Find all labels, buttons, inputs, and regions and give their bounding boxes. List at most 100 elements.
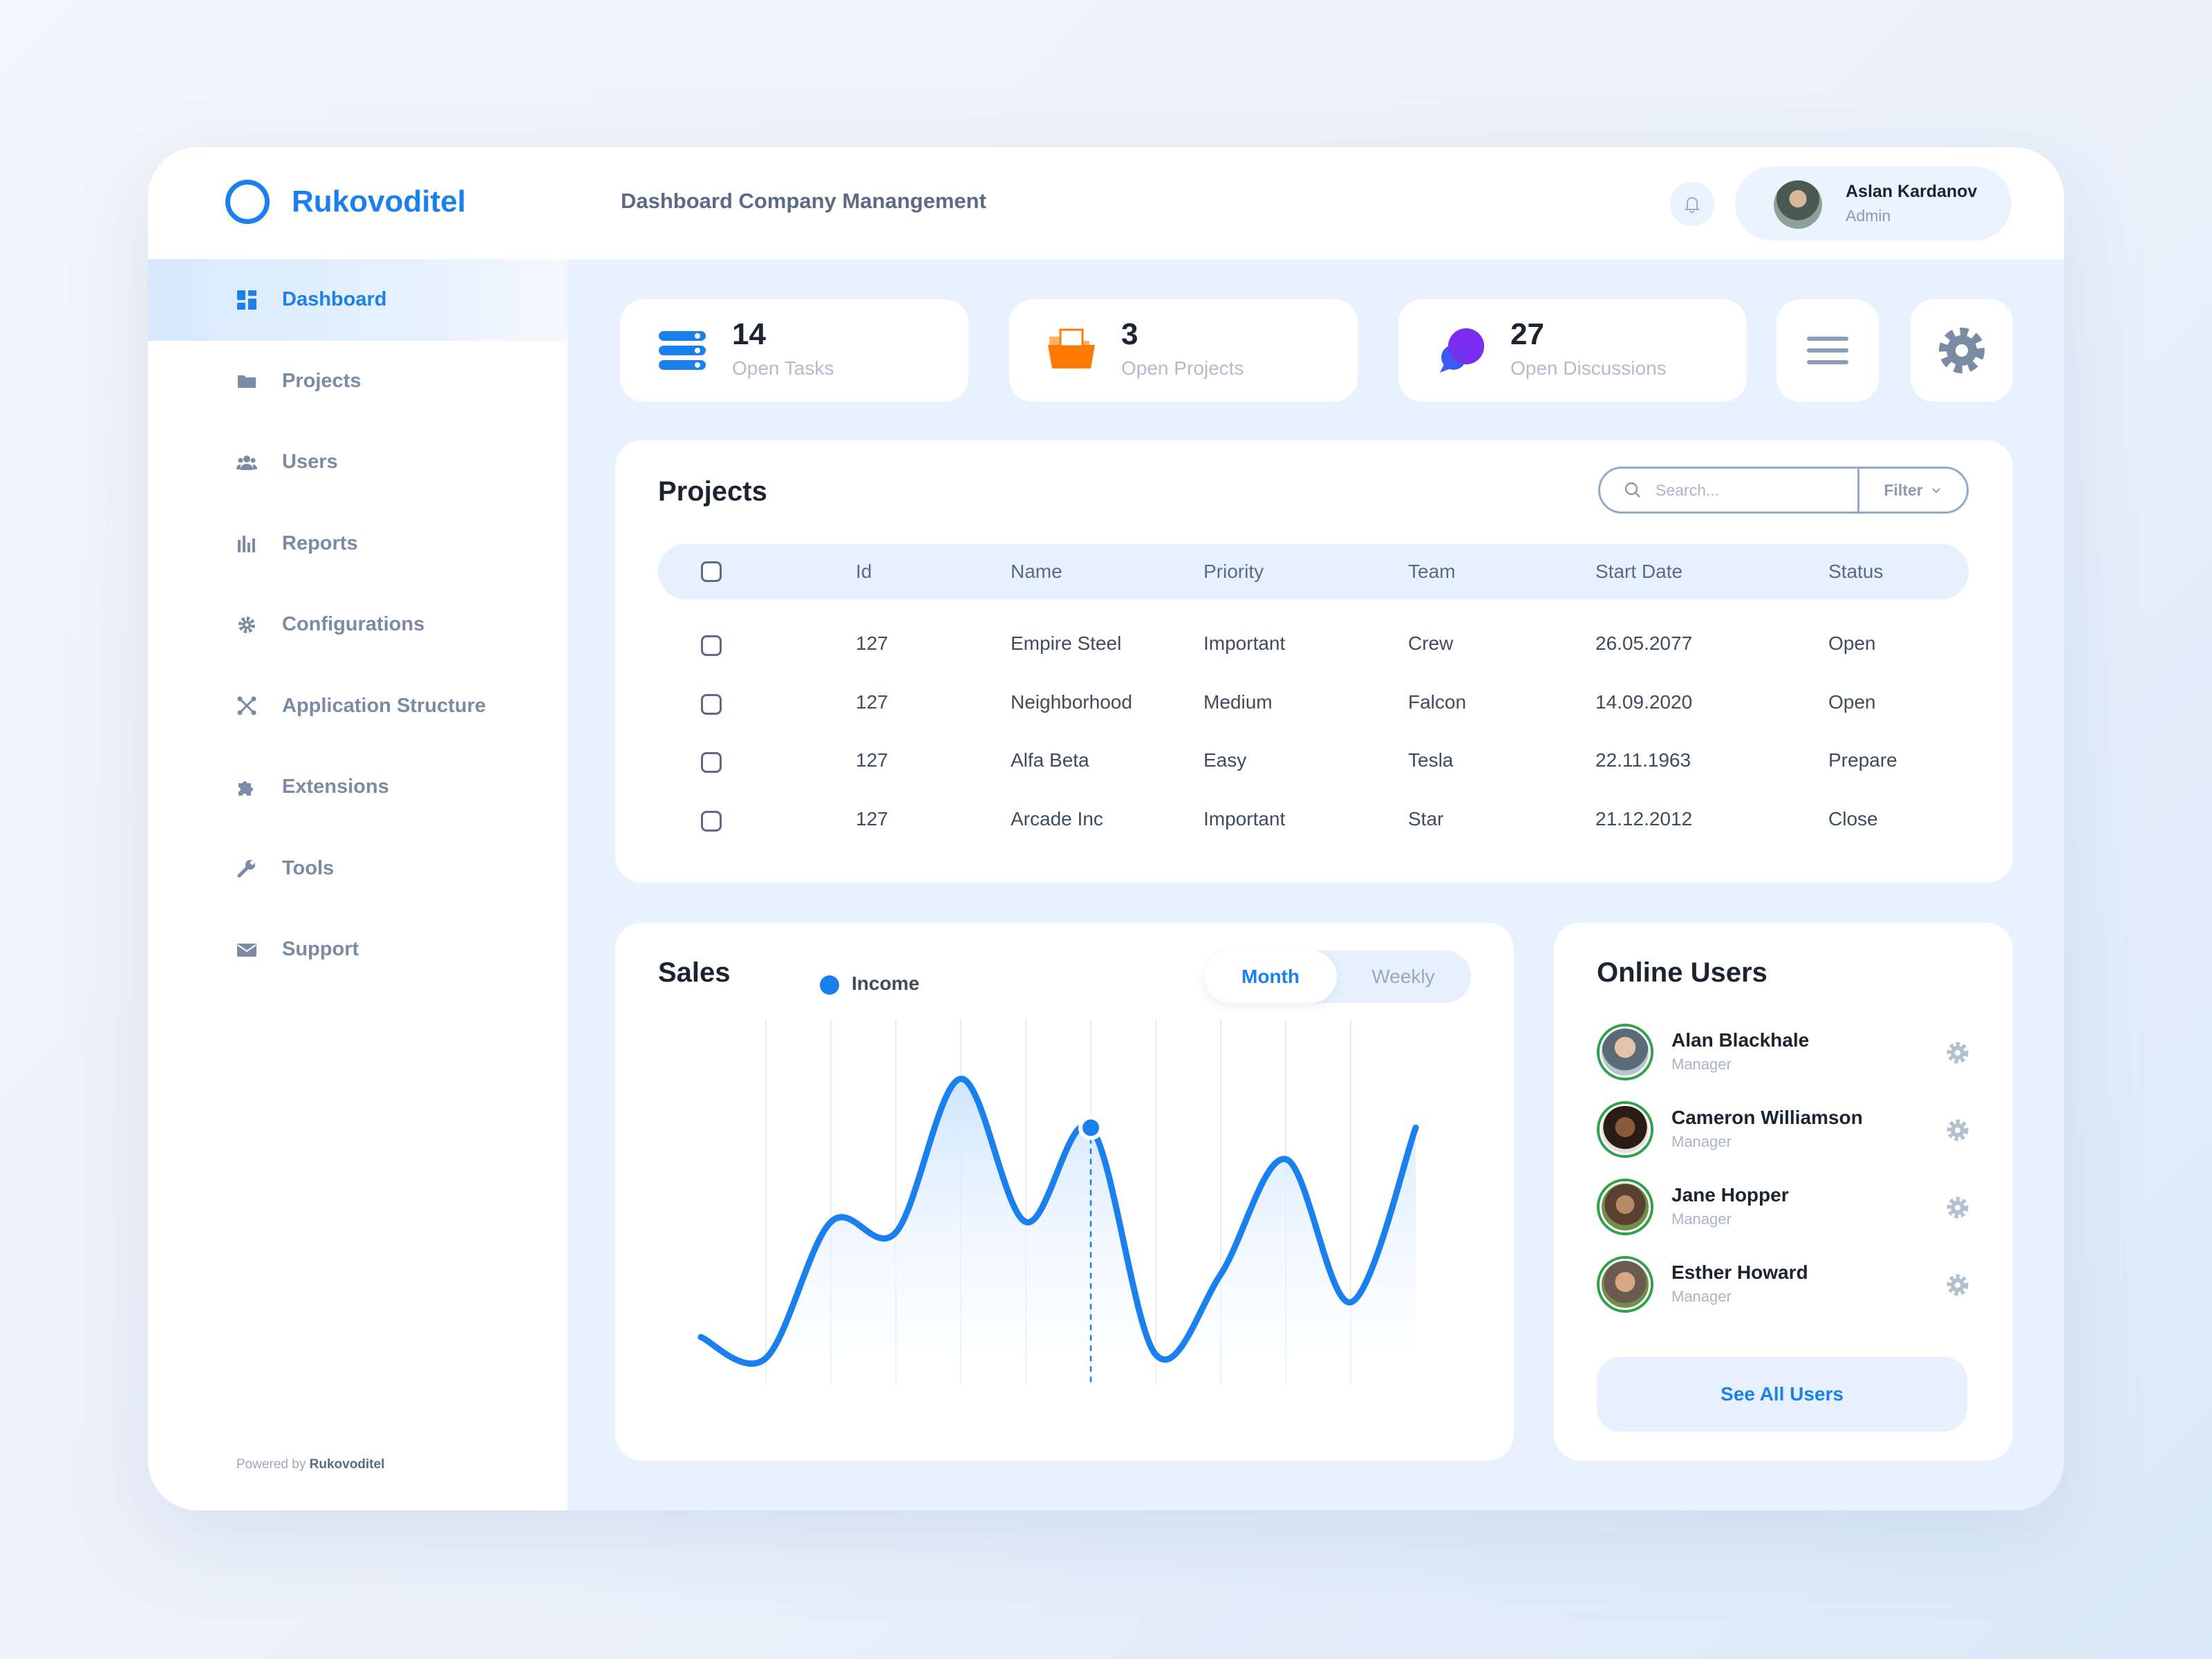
column-header[interactable]: Start Date bbox=[1595, 561, 1683, 583]
search-input[interactable] bbox=[1656, 481, 1842, 500]
sidebar: Rukovoditel Dashboard Projects Users bbox=[148, 147, 568, 1510]
row-checkbox[interactable] bbox=[701, 635, 722, 656]
stat-card-open-tasks[interactable]: 14 Open Tasks bbox=[620, 299, 968, 402]
brand-name: Rukovoditel bbox=[292, 185, 466, 219]
chart-point[interactable] bbox=[959, 1077, 963, 1081]
cell-id: 127 bbox=[856, 749, 888, 771]
stat-card-open-discussions[interactable]: 27 Open Discussions bbox=[1398, 299, 1747, 402]
list-item[interactable]: Cameron Williamson Manager bbox=[1597, 1098, 1984, 1161]
gear-icon[interactable] bbox=[1945, 1040, 1970, 1065]
chart-point[interactable] bbox=[1349, 1300, 1353, 1304]
column-header[interactable]: Priority bbox=[1203, 561, 1264, 583]
cell-start-date: 14.09.2020 bbox=[1595, 691, 1692, 713]
projects-card: Projects Filter Id Name Priority Team St… bbox=[615, 440, 2013, 883]
page-title: Dashboard Company Manangement bbox=[621, 189, 986, 214]
sidebar-item-extensions[interactable]: Extensions bbox=[148, 747, 568, 828]
brand-logo[interactable]: Rukovoditel bbox=[225, 180, 466, 224]
stat-label: Open Discussions bbox=[1510, 357, 1667, 379]
see-all-users-button[interactable]: See All Users bbox=[1597, 1357, 1967, 1432]
chart-point[interactable] bbox=[1154, 1353, 1158, 1357]
row-checkbox[interactable] bbox=[701, 811, 722, 832]
powered-prefix: Powered by bbox=[236, 1457, 306, 1472]
bell-icon bbox=[1682, 194, 1703, 214]
row-checkbox[interactable] bbox=[701, 694, 722, 715]
chart-point[interactable] bbox=[1414, 1125, 1418, 1130]
select-all-checkbox[interactable] bbox=[701, 561, 722, 582]
chart-point[interactable] bbox=[894, 1230, 898, 1235]
envelope-icon bbox=[236, 939, 257, 960]
chart-point[interactable] bbox=[1219, 1273, 1223, 1277]
settings-button[interactable] bbox=[1911, 299, 2013, 402]
structure-icon bbox=[236, 695, 257, 716]
cell-team: Crew bbox=[1408, 632, 1453, 655]
cell-status: Open bbox=[1828, 691, 1876, 713]
cell-status: Open bbox=[1828, 632, 1876, 655]
chart-point[interactable] bbox=[1024, 1220, 1028, 1224]
chart-point[interactable] bbox=[829, 1220, 833, 1224]
sidebar-item-application-structure[interactable]: Application Structure bbox=[148, 666, 568, 747]
cell-priority: Important bbox=[1203, 632, 1285, 655]
sidebar-item-label: Configurations bbox=[282, 613, 424, 636]
gear-icon[interactable] bbox=[1945, 1195, 1970, 1220]
sidebar-item-support[interactable]: Support bbox=[148, 909, 568, 991]
column-header[interactable]: Name bbox=[1011, 561, 1062, 583]
row-checkbox[interactable] bbox=[701, 752, 722, 773]
cell-start-date: 22.11.1963 bbox=[1595, 749, 1691, 771]
cell-id: 127 bbox=[856, 632, 888, 655]
users-icon bbox=[236, 452, 257, 473]
filter-label: Filter bbox=[1884, 481, 1922, 500]
cell-team: Falcon bbox=[1408, 691, 1466, 713]
chat-icon bbox=[1434, 324, 1487, 377]
sidebar-item-tools[interactable]: Tools bbox=[148, 828, 568, 910]
chart-point[interactable] bbox=[699, 1335, 703, 1339]
gear-icon[interactable] bbox=[1945, 1273, 1970, 1297]
user-role: Manager bbox=[1671, 1133, 1732, 1151]
user-role: Manager bbox=[1671, 1288, 1732, 1306]
user-role: Manager bbox=[1671, 1210, 1732, 1228]
cell-name: Alfa Beta bbox=[1011, 749, 1089, 771]
sidebar-item-projects[interactable]: Projects bbox=[148, 341, 568, 422]
chart-point[interactable] bbox=[764, 1356, 768, 1360]
app-window: Rukovoditel Dashboard Projects Users bbox=[148, 147, 2064, 1510]
avatar bbox=[1597, 1024, 1653, 1080]
folder-icon bbox=[1045, 324, 1098, 377]
cell-name: Neighborhood bbox=[1011, 691, 1132, 713]
powered-by: Powered by Rukovoditel bbox=[236, 1457, 384, 1472]
chart-point[interactable] bbox=[1284, 1157, 1288, 1161]
user-role: Admin bbox=[1846, 207, 1891, 225]
stat-card-open-projects[interactable]: 3 Open Projects bbox=[1009, 299, 1358, 402]
sidebar-item-label: Users bbox=[282, 451, 338, 474]
filter-dropdown[interactable]: Filter bbox=[1857, 469, 1967, 512]
user-name: Aslan Kardanov bbox=[1846, 182, 1977, 202]
sidebar-item-label: Support bbox=[282, 938, 359, 961]
avatar bbox=[1597, 1256, 1653, 1313]
table-row[interactable]: 127 Neighborhood Medium Falcon 14.09.202… bbox=[658, 675, 1969, 733]
table-row[interactable]: 127 Alfa Beta Easy Tesla 22.11.1963 Prep… bbox=[658, 733, 1969, 791]
column-header[interactable]: Status bbox=[1828, 561, 1883, 583]
cell-priority: Easy bbox=[1203, 749, 1246, 771]
notifications-button[interactable] bbox=[1670, 182, 1714, 226]
sidebar-item-label: Extensions bbox=[282, 776, 389, 798]
column-header[interactable]: Id bbox=[856, 561, 872, 583]
user-name: Jane Hopper bbox=[1671, 1184, 1789, 1206]
gear-icon[interactable] bbox=[1945, 1118, 1970, 1143]
list-item[interactable]: Alan Blackhale Manager bbox=[1597, 1021, 1984, 1083]
menu-button[interactable] bbox=[1777, 299, 1879, 402]
list-item[interactable]: Esther Howard Manager bbox=[1597, 1253, 1984, 1315]
sidebar-item-dashboard[interactable]: Dashboard bbox=[148, 259, 568, 341]
table-row[interactable]: 127 Empire Steel Important Crew 26.05.20… bbox=[658, 616, 1969, 674]
sidebar-item-label: Tools bbox=[282, 857, 334, 880]
sidebar-item-configurations[interactable]: Configurations bbox=[148, 584, 568, 666]
sidebar-item-label: Application Structure bbox=[282, 695, 486, 718]
cell-status: Close bbox=[1828, 808, 1878, 830]
list-item[interactable]: Jane Hopper Manager bbox=[1597, 1176, 1984, 1238]
chart-highlight-point[interactable] bbox=[1082, 1119, 1099, 1136]
sidebar-item-reports[interactable]: Reports bbox=[148, 503, 568, 585]
sidebar-item-users[interactable]: Users bbox=[148, 422, 568, 503]
search-box: Filter bbox=[1598, 467, 1969, 514]
powered-brand[interactable]: Rukovoditel bbox=[310, 1457, 385, 1472]
table-row[interactable]: 127 Arcade Inc Important Star 21.12.2012… bbox=[658, 791, 1969, 850]
projects-title: Projects bbox=[658, 476, 767, 507]
column-header[interactable]: Team bbox=[1408, 561, 1455, 583]
user-menu[interactable]: Aslan Kardanov Admin bbox=[1735, 167, 2012, 241]
